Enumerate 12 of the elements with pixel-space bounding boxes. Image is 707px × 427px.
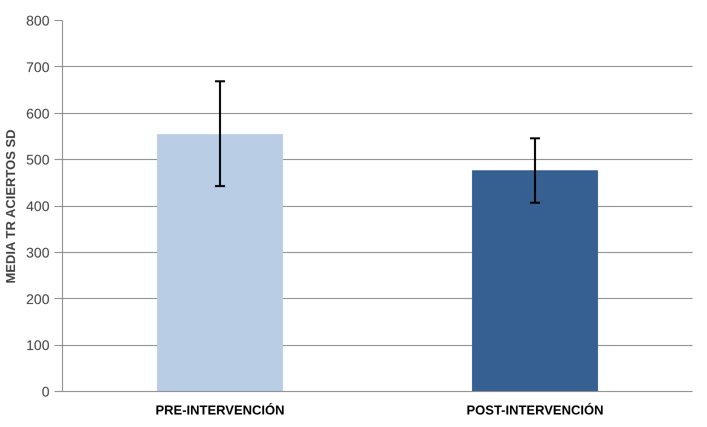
y-tick-label: 300 [26, 244, 50, 260]
y-tick-label: 800 [26, 12, 50, 28]
x-tick-label: POST-INTERVENCIÓN [466, 402, 604, 418]
y-tick-label: 0 [42, 384, 50, 400]
y-tick-label: 100 [26, 337, 50, 354]
y-tick-label: 600 [26, 105, 50, 122]
x-tick-label: PRE-INTERVENCIÓN [155, 402, 285, 418]
y-tick-label: 700 [26, 58, 50, 75]
y-tick-label: 400 [26, 198, 50, 214]
y-axis-title: MEDIA TR ACIERTOS SD [3, 129, 18, 284]
y-tick-label: 500 [26, 152, 50, 168]
y-tick-label: 200 [26, 290, 50, 307]
